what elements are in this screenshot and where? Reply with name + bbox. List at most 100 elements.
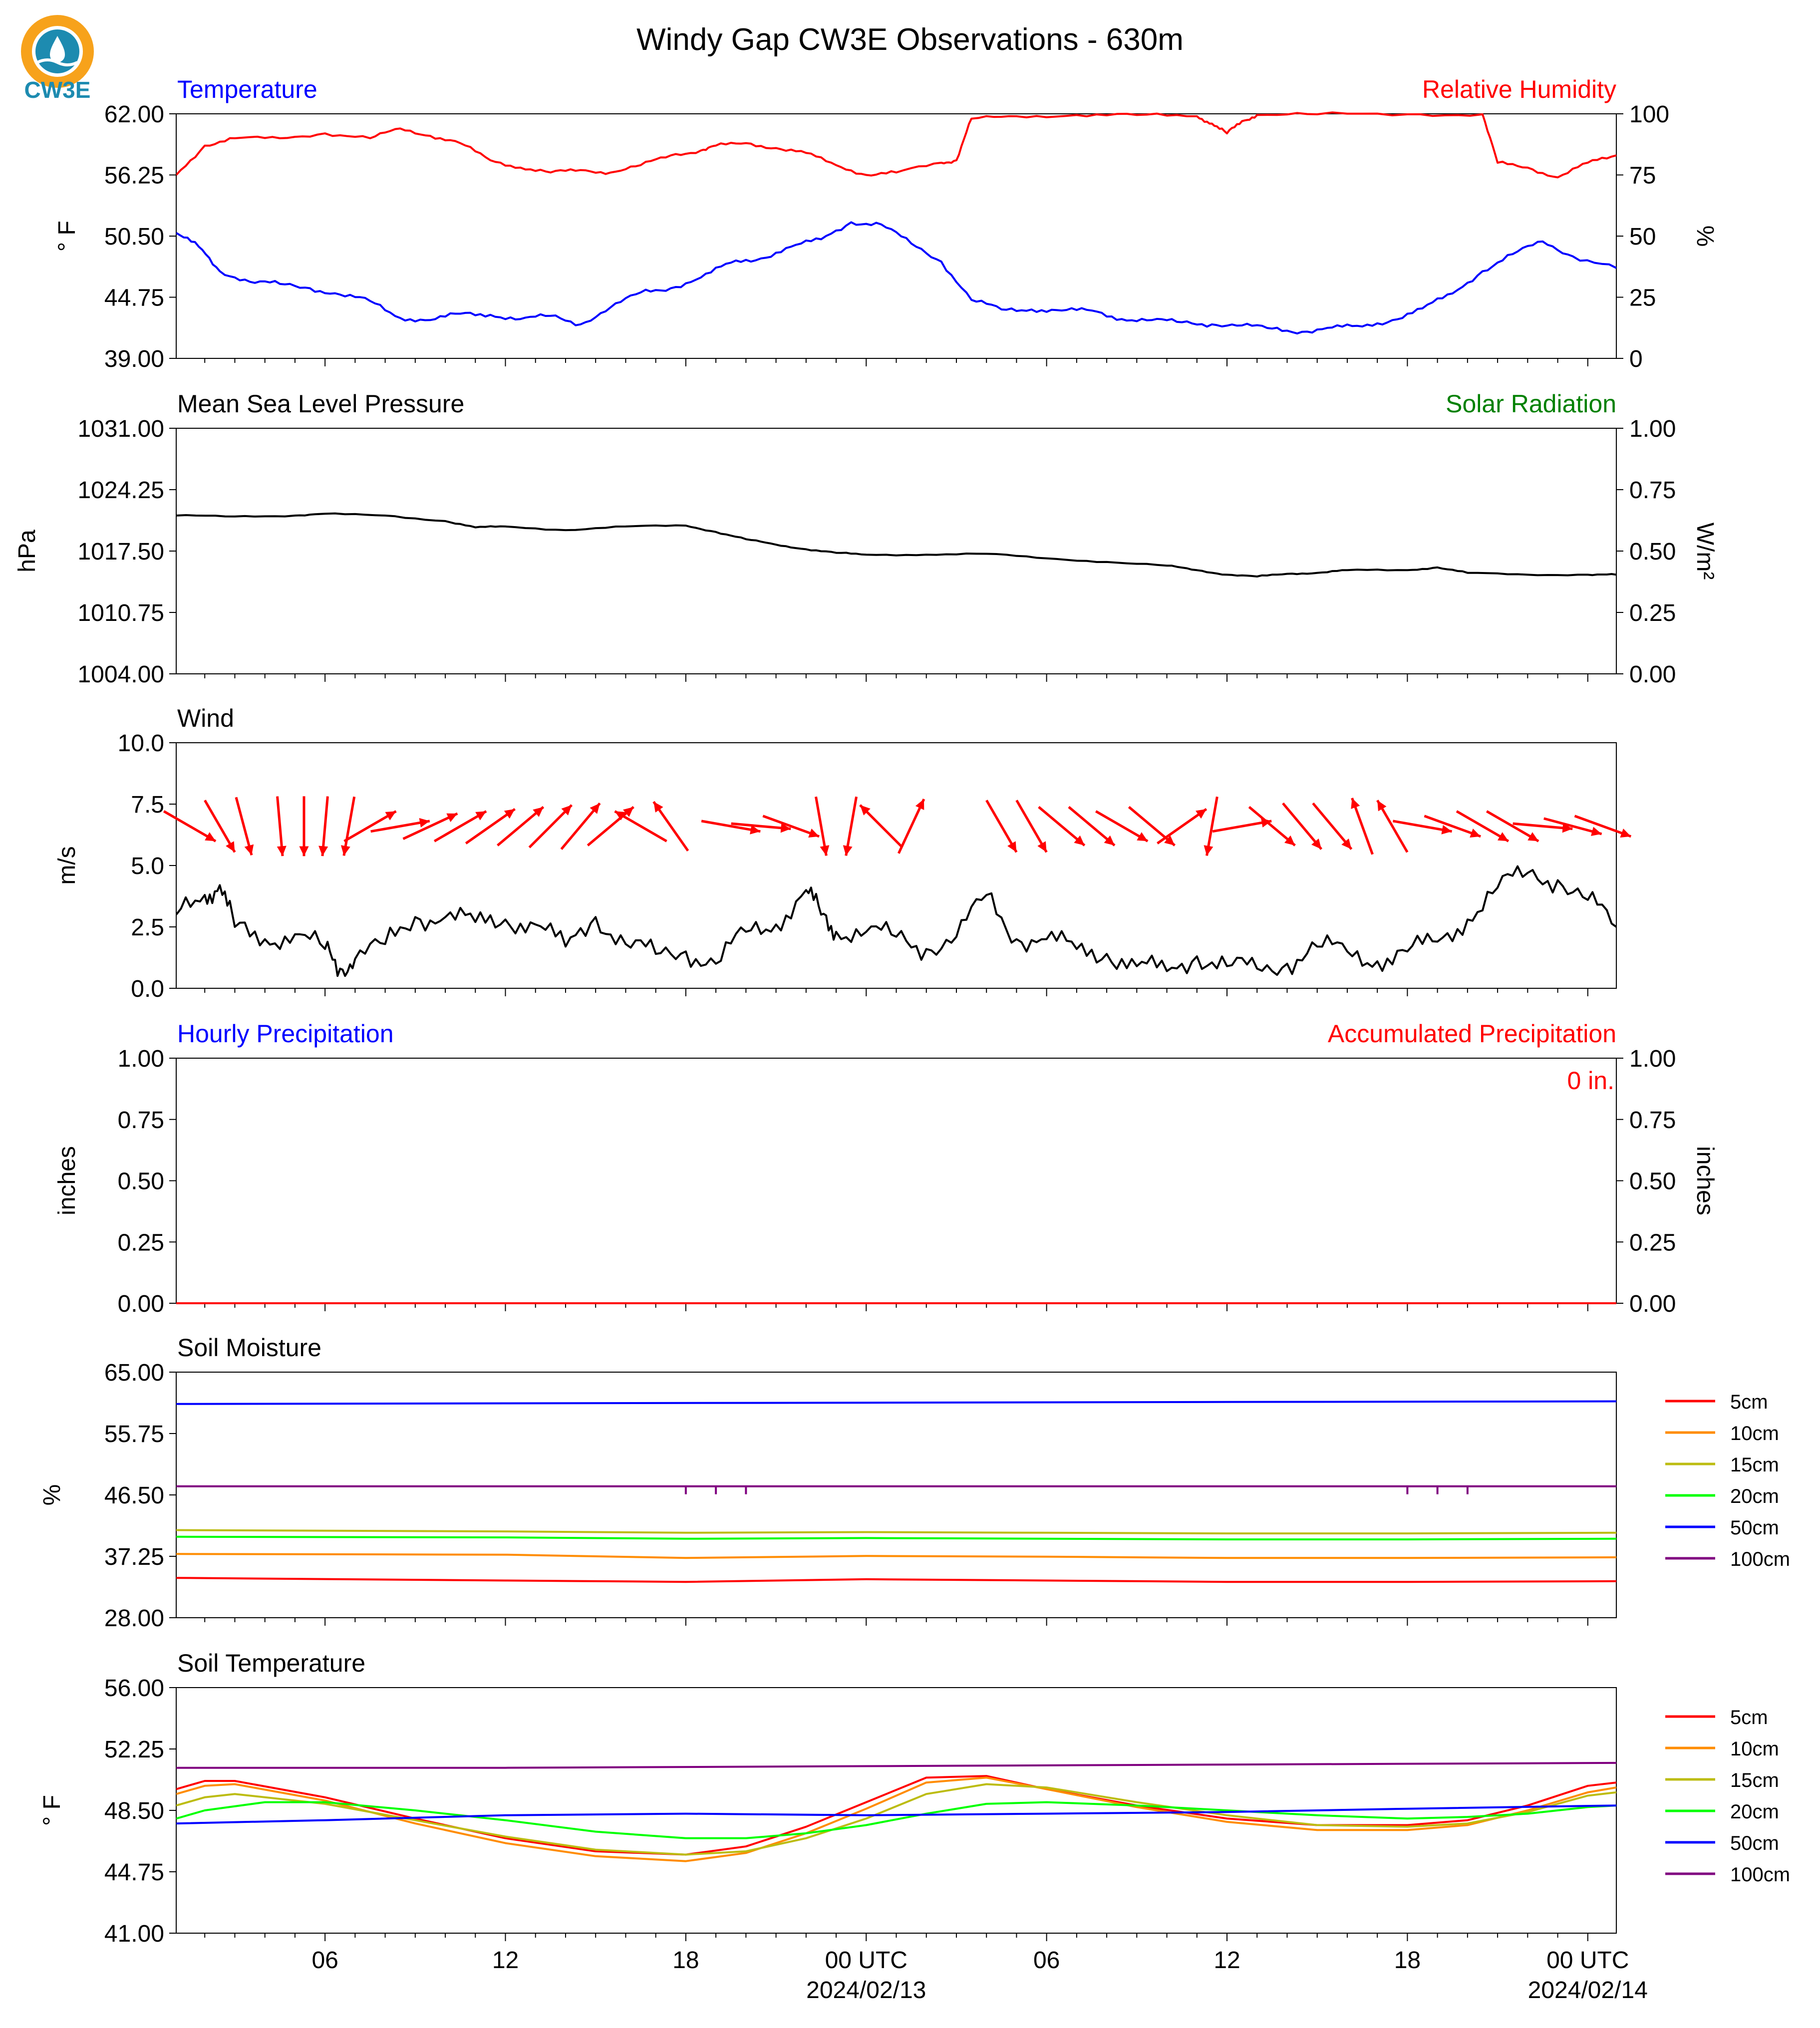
wind-arrow-head (622, 807, 634, 817)
wind-arrow-head (614, 811, 626, 821)
y-tick-label-left: 10.0 (118, 730, 164, 757)
wind-arrow (762, 815, 820, 838)
y-axis-label-right: W/m² (1692, 523, 1718, 580)
wind-arrow (1312, 802, 1353, 850)
wind-arrow-shaft (1351, 798, 1374, 855)
wind-arrow-head (653, 802, 663, 813)
wind-arrow-shaft (701, 820, 761, 833)
wind-arrow-head (843, 845, 853, 856)
y-tick-label-right: 1.00 (1629, 416, 1676, 442)
wind-arrow (897, 798, 925, 854)
wind-arrow-head (1196, 809, 1207, 819)
panel-soil_moisture: 65.00 55.75 46.50 37.25 28.00 Soil Moisture% 5… (39, 1334, 1790, 1632)
y-axis-label-left: % (39, 1484, 65, 1506)
wind-arrow (1038, 806, 1086, 847)
wind-arrow-shaft (1376, 800, 1409, 853)
panel-precip: 1.00 0.75 0.50 0.25 0.00 1.00 0.75 0.50 0.25 0.00… (54, 1020, 1718, 1317)
y-tick-label-left: 48.50 (104, 1798, 164, 1824)
logo-ring-icon (21, 15, 94, 88)
wind-arrow (1456, 810, 1510, 843)
wind-arrow (1157, 808, 1208, 845)
wind-arrow-head (780, 823, 791, 833)
x-tick-label: 12 (1213, 1947, 1240, 1974)
series-group (176, 111, 1616, 335)
wind-arrow-head (820, 845, 830, 856)
y-tick-label-left: 7.5 (131, 792, 164, 818)
legend-label: 5cm (1730, 1707, 1768, 1729)
wind-arrow-shaft (1424, 815, 1481, 838)
wind-arrow-head (1137, 832, 1148, 842)
wind-arrow-head (1441, 825, 1452, 835)
wind-arrow-head (1620, 829, 1631, 838)
legend-label: 50cm (1730, 1832, 1779, 1854)
panel-title-left: Soil Temperature (177, 1649, 365, 1677)
y-tick-label-left: 37.25 (104, 1544, 164, 1570)
wind-arrow (299, 796, 309, 857)
y-tick-label-left: 1004.00 (77, 661, 164, 688)
wind-arrow-head (1497, 832, 1509, 842)
wind-arrow-shaft (815, 796, 828, 856)
y-axis-label-right: % (1692, 226, 1718, 247)
wind-arrow-shaft (1015, 800, 1048, 853)
panel-title-right: Solar Radiation (1446, 390, 1616, 418)
x-date-label: 2024/02/14 (1528, 1977, 1648, 2004)
series-line-temperature (176, 221, 1616, 335)
wind-arrow-head (1377, 800, 1387, 812)
series-group (176, 865, 1616, 977)
series-group (176, 512, 1616, 578)
logo-drop-icon (50, 36, 65, 62)
wind-arrow-head (205, 832, 216, 842)
legend-label: 15cm (1730, 1454, 1779, 1476)
wind-arrow-shaft (163, 810, 217, 843)
wind-arrow-shaft (1312, 802, 1353, 850)
y-tick-label-right: 0.00 (1629, 1291, 1676, 1317)
series-group (176, 1761, 1616, 1862)
y-tick-label-left: 0.75 (118, 1107, 164, 1134)
y-tick-label-left: 2.5 (131, 914, 164, 941)
wind-arrow (652, 801, 689, 852)
wind-arrow-shaft (762, 815, 820, 838)
wind-arrow-shaft (402, 812, 458, 840)
wind-arrow (731, 822, 791, 833)
wind-arrow (1204, 796, 1218, 856)
wind-arrow-shaft (1206, 796, 1218, 856)
y-tick-label-left: 44.75 (104, 285, 164, 311)
wind-arrow-shaft (560, 802, 601, 850)
panel-title-right: Accumulated Precipitation (1328, 1020, 1616, 1048)
wind-arrow-head (915, 799, 924, 810)
wind-arrow-head (419, 818, 430, 828)
wind-arrow-shaft (845, 796, 858, 856)
wind-arrow-shaft (1212, 820, 1272, 833)
panel-temp_rh: 62.00 56.25 50.50 44.75 39.00 100 75 50 25 0 Tempe… (54, 75, 1718, 372)
y-axis-label-left: ° F (54, 221, 80, 252)
legend-label: 50cm (1730, 1517, 1779, 1539)
wind-arrow-shaft (465, 808, 516, 845)
y-tick-label-left: 52.25 (104, 1737, 164, 1763)
wind-arrow (1248, 806, 1296, 847)
series-line-wind (176, 865, 1616, 977)
series-line-20cm (176, 1801, 1616, 1839)
y-tick-label-left: 46.50 (104, 1482, 164, 1509)
y-tick-label-left: 1031.00 (77, 416, 164, 442)
y-tick-label-left: 62.00 (104, 101, 164, 128)
legend-label: 100cm (1730, 1548, 1790, 1570)
y-tick-label-left: 41.00 (104, 1921, 164, 1947)
y-tick-label-left: 44.75 (104, 1859, 164, 1886)
y-tick-label-left: 1017.50 (77, 539, 164, 565)
wind-arrow-shaft (235, 797, 253, 856)
wind-arrow-shaft (1068, 806, 1116, 847)
y-tick-label-right: 0.25 (1629, 1229, 1676, 1256)
y-tick-label-left: 1.00 (118, 1046, 164, 1072)
wind-arrow-head (1527, 832, 1539, 842)
wind-arrow-shaft (859, 804, 904, 849)
y-tick-label-right: 0.75 (1629, 1107, 1676, 1134)
wind-arrow (276, 796, 287, 857)
wind-arrow-head (1164, 835, 1175, 846)
wind-arrow (235, 797, 254, 856)
wind-arrow-shaft (1157, 808, 1208, 845)
legend: 5cm 10cm 15cm 20cm 50cm 100cm (1665, 1391, 1790, 1570)
legend-label: 100cm (1730, 1864, 1790, 1886)
y-tick-label-right: 1.00 (1629, 1046, 1676, 1072)
wind-arrow-shaft (321, 796, 329, 857)
series-line-relative-humidity (176, 111, 1616, 179)
